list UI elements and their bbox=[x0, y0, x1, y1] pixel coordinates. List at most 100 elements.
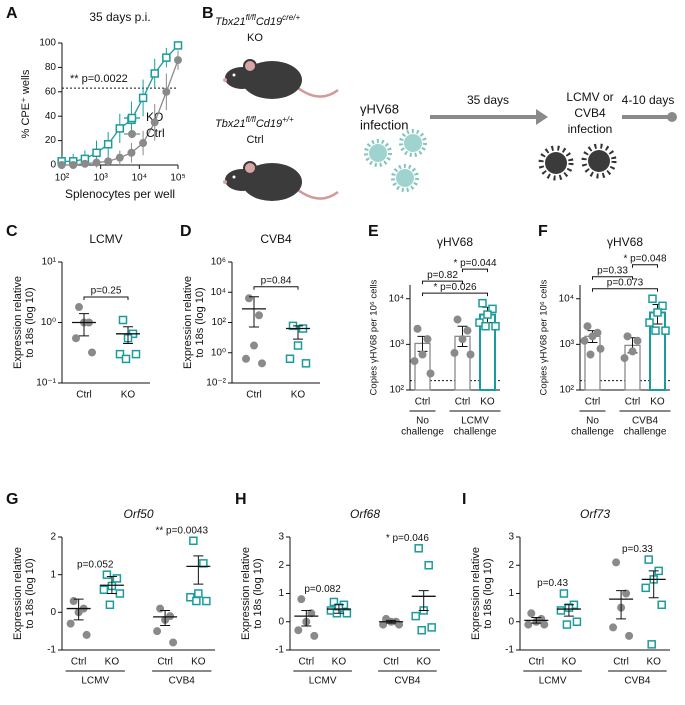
y-tick-label: 1 bbox=[50, 569, 56, 580]
y-tick-label: 10⁶ bbox=[211, 257, 226, 268]
virus bbox=[391, 164, 419, 192]
panel-letter: H bbox=[235, 491, 247, 508]
data-point bbox=[57, 161, 66, 169]
data-point bbox=[285, 354, 295, 364]
error-bar bbox=[293, 325, 303, 340]
data-point bbox=[189, 536, 198, 546]
data-point bbox=[75, 303, 83, 312]
panel-letter: G bbox=[6, 491, 18, 508]
y-tick-label: -1 bbox=[505, 645, 514, 656]
data-point bbox=[92, 148, 101, 158]
y-axis-label: to 18s (log 10) bbox=[24, 287, 36, 357]
data-point bbox=[583, 322, 592, 331]
group-label: No bbox=[586, 416, 599, 427]
virus bbox=[404, 134, 422, 152]
group-label: challenge bbox=[454, 427, 497, 438]
y-tick-label: 10⁴ bbox=[211, 287, 226, 298]
error-bar bbox=[123, 326, 133, 344]
error-bar bbox=[648, 570, 659, 599]
data-point bbox=[118, 315, 128, 325]
data-point bbox=[115, 153, 124, 162]
data-point bbox=[329, 597, 339, 607]
data-point bbox=[410, 357, 419, 366]
data-point bbox=[99, 585, 109, 594]
p-value: ** p=0.0043 bbox=[155, 525, 208, 536]
p-value: p=0.82 bbox=[427, 270, 458, 281]
data-point bbox=[297, 595, 306, 604]
y-tick-label: 10² bbox=[390, 385, 405, 396]
error-bar bbox=[333, 604, 344, 614]
error-bar bbox=[616, 590, 627, 620]
virus bbox=[364, 139, 392, 167]
error-bar bbox=[79, 313, 89, 337]
x-tick-label: Ctrl bbox=[585, 397, 601, 408]
virus bbox=[545, 152, 567, 174]
data-point bbox=[194, 589, 203, 598]
arrow-head bbox=[536, 109, 548, 125]
data-point bbox=[657, 600, 666, 610]
data-point bbox=[411, 611, 420, 621]
series-line bbox=[61, 44, 179, 162]
challenge-label: infection bbox=[568, 122, 613, 136]
data-point bbox=[596, 344, 605, 353]
x-tick-label: Ctrl bbox=[299, 657, 315, 668]
data-point bbox=[115, 589, 125, 598]
data-point bbox=[301, 359, 311, 368]
legend-label: Ctrl bbox=[146, 126, 165, 140]
genotype-part: cre/+ bbox=[282, 13, 300, 22]
data-point bbox=[173, 41, 183, 50]
y-tick-label: 3 bbox=[508, 532, 514, 543]
group-label: CVB4 bbox=[394, 676, 421, 687]
y-tick-label: 10⁻² bbox=[206, 378, 226, 389]
data-point bbox=[245, 294, 253, 303]
data-point bbox=[647, 640, 656, 649]
threshold-label: ** p=0.0022 bbox=[70, 73, 128, 85]
bar bbox=[584, 335, 601, 391]
y-tick-label: 10³ bbox=[390, 339, 405, 350]
data-point bbox=[156, 604, 165, 613]
virus-icons bbox=[364, 129, 617, 192]
group-label: LCMV bbox=[539, 676, 567, 687]
panel-letter: A bbox=[6, 5, 18, 22]
data-point bbox=[572, 617, 582, 626]
error-bar bbox=[563, 604, 574, 617]
error-bar bbox=[193, 555, 204, 585]
x-tick-label: Ctrl bbox=[246, 390, 262, 401]
data-point bbox=[115, 349, 125, 359]
x-tick-label: KO bbox=[646, 657, 661, 668]
challenge-label: LCMV or bbox=[566, 90, 613, 104]
genotype-part: Tbx21 bbox=[215, 16, 246, 28]
significance-bracket bbox=[632, 264, 658, 268]
mouse-label: Ctrl bbox=[246, 134, 263, 146]
data-point bbox=[466, 350, 475, 359]
data-point bbox=[379, 620, 388, 629]
p-value: * p=0.046 bbox=[386, 533, 430, 544]
significance-bracket bbox=[253, 286, 299, 290]
y-axis-label: Expression relative bbox=[240, 547, 252, 640]
chart-title: Orf50 bbox=[123, 507, 153, 521]
x-tick-label: Ctrl bbox=[383, 657, 399, 668]
y-axis-label: Expression relative bbox=[182, 276, 194, 369]
legend-marker bbox=[127, 113, 137, 123]
data-point bbox=[661, 326, 670, 335]
legend-marker bbox=[128, 130, 136, 138]
data-point bbox=[103, 140, 113, 149]
p-value: * p=0.048 bbox=[623, 253, 667, 264]
x-tick-label: KO bbox=[562, 657, 577, 668]
data-point bbox=[174, 56, 182, 65]
data-point bbox=[82, 630, 91, 639]
y-tick-label: 10² bbox=[560, 385, 575, 396]
group-label: LCMV bbox=[81, 676, 109, 687]
genotype-part: Cd19 bbox=[256, 16, 282, 28]
x-tick-label: 10² bbox=[55, 173, 70, 184]
mouse-body bbox=[242, 61, 302, 99]
x-axis-label: Splenocytes per well bbox=[65, 187, 175, 201]
data-point bbox=[424, 561, 433, 570]
y-tick-label: 10⁻¹ bbox=[36, 378, 56, 389]
significance-bracket bbox=[422, 292, 488, 297]
data-point bbox=[651, 326, 660, 335]
data-point bbox=[102, 570, 112, 579]
data-point bbox=[633, 336, 642, 345]
